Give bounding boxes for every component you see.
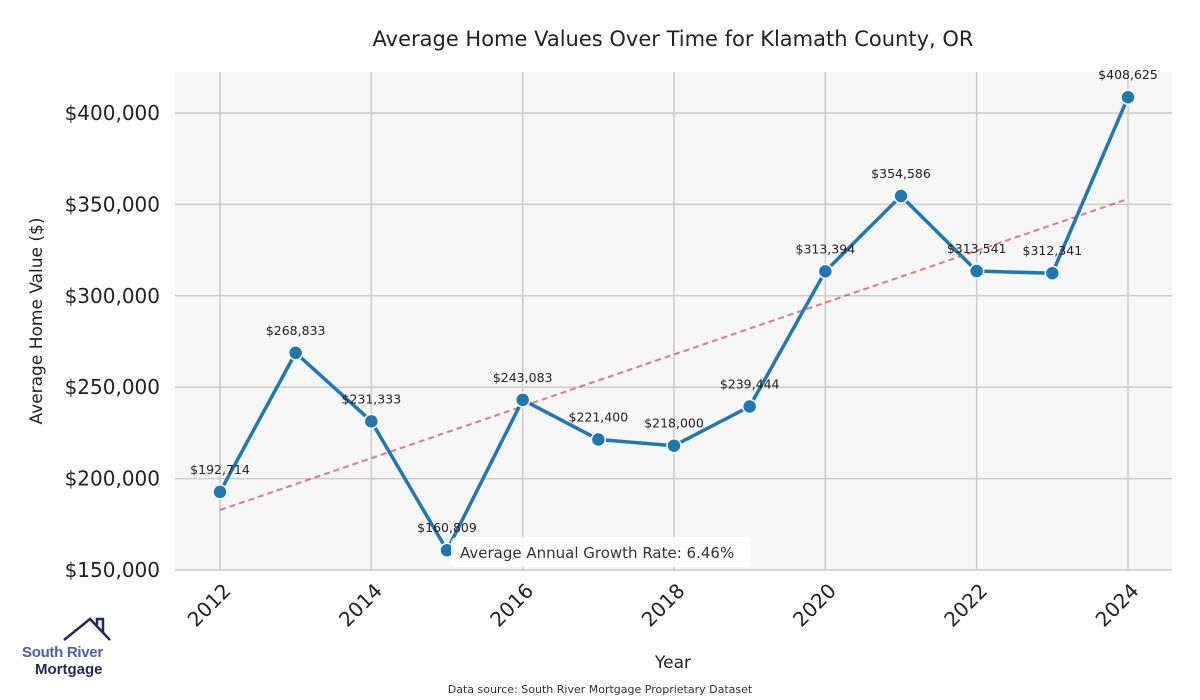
y-tick-label: $250,000 [65,375,160,399]
data-label: $268,833 [266,323,326,338]
data-label: $243,083 [493,370,553,385]
growth-annotation: Average Annual Growth Rate: 6.46% [451,537,751,567]
logo-line2: Mortgage [35,661,103,678]
data-point [212,484,228,500]
y-axis-label: Average Home Value ($) [27,218,47,425]
chart-title: Average Home Values Over Time for Klamat… [373,27,974,51]
data-label: $160,809 [417,520,477,535]
data-point [817,263,834,280]
data-point [893,188,909,204]
data-label: $312,341 [1023,243,1083,258]
x-tick-label: 2016 [485,579,538,632]
data-label: $239,444 [720,376,780,391]
data-label: $408,625 [1098,67,1158,82]
data-point [1044,265,1061,281]
data-point [287,345,304,361]
data-point [363,413,380,430]
x-tick-label: 2018 [637,579,690,632]
x-tick-label: 2020 [788,579,841,632]
x-axis-label: Year [654,653,691,673]
data-label: $218,000 [644,416,704,431]
data-point [514,392,531,408]
data-label: $313,541 [947,241,1007,256]
y-tick-label: $200,000 [65,467,160,491]
data-point [590,431,607,448]
house-logo-icon [63,617,111,641]
data-source-footer: Data source: South River Mortgage Propri… [448,683,753,696]
y-tick-label: $150,000 [65,558,160,582]
data-point [1120,89,1136,105]
data-point [666,437,682,454]
data-label: $313,394 [796,241,856,256]
company-logo: South River Mortgage [22,622,122,682]
data-point [968,263,985,279]
y-tick-label: $300,000 [65,284,160,308]
x-tick-label: 2022 [939,579,992,632]
data-label: $231,333 [342,391,402,406]
x-tick-label: 2024 [1091,579,1144,632]
logo-line1: South River [22,644,103,661]
data-point [741,398,758,415]
x-tick-label: 2014 [334,579,387,632]
growth-annotation-text: Average Annual Growth Rate: 6.46% [460,544,734,562]
y-tick-label: $350,000 [65,192,160,216]
data-label: $192,714 [190,462,250,477]
data-label: $354,586 [871,166,931,181]
y-tick-label: $400,000 [65,101,160,125]
data-label: $221,400 [569,409,629,424]
x-tick-label: 2012 [183,579,236,632]
